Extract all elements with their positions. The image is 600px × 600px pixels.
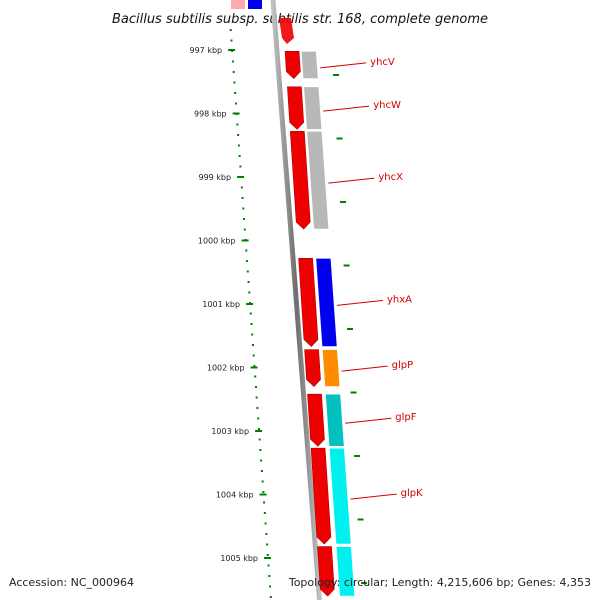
gene-block-partial <box>335 546 356 597</box>
strand-arrow-partial <box>317 546 335 597</box>
gene-block-yhxA <box>315 257 338 347</box>
gene-label-yhcV: yhcV <box>370 57 395 68</box>
map-title: Bacillus subtilis subsp. subtilis str. 1… <box>112 12 488 27</box>
gene-label-yhcX: yhcX <box>378 172 403 183</box>
gene-leader-yhcX <box>328 177 375 184</box>
kbp-tick-label: 1000 kbp <box>198 237 236 246</box>
gene-leader-glpF <box>345 417 392 424</box>
kbp-tick-label: 1001 kbp <box>202 300 240 309</box>
gene-block-glpF <box>325 393 345 447</box>
kbp-tick-label: 998 kbp <box>194 110 227 119</box>
partial-gene-top-left <box>231 0 245 9</box>
gene-block-yhcX <box>306 130 330 230</box>
strand-arrow-yhcX <box>289 130 311 230</box>
kbp-tick-label: 1005 kbp <box>220 554 258 563</box>
gene-labels: yhcV yhcW yhcX yhxA glpP glpF glpK <box>320 57 423 500</box>
gene-label-glpF: glpF <box>395 412 416 423</box>
strand-arrow-yhcW <box>287 86 305 130</box>
tick-dot-track <box>229 29 272 598</box>
gene-leader-yhxA <box>336 299 384 306</box>
gene-block-yhcW <box>303 86 323 130</box>
gene-block-glpP <box>321 349 341 387</box>
strand-arrow-partial <box>279 18 294 44</box>
gene-leader-glpP <box>341 365 388 372</box>
topology-text: Topology: circular; Length: 4,215,606 bp… <box>288 576 591 589</box>
kbp-tick-label: 1002 kbp <box>207 364 245 373</box>
gene-label-glpK: glpK <box>401 488 423 499</box>
genome-backbone <box>270 0 322 600</box>
kbp-tick-label: 1003 kbp <box>211 427 249 436</box>
gene-leader-yhcV <box>320 62 367 69</box>
strand-arrow-yhxA <box>298 257 319 347</box>
gene-label-glpP: glpP <box>392 360 414 371</box>
gene-label-yhxA: yhxA <box>387 294 412 305</box>
gene-leader-glpK <box>350 493 397 500</box>
gene-block-glpK <box>328 447 352 545</box>
strand-arrow-glpP <box>304 349 321 387</box>
gene-leader-yhcW <box>323 105 370 112</box>
gene-track <box>231 0 356 597</box>
kbp-scale: 997 kbp 998 kbp 999 kbp 1000 kbp 1001 kbp 100… <box>190 46 368 584</box>
gene-label-yhcW: yhcW <box>373 100 401 111</box>
kbp-tick-label: 999 kbp <box>198 173 231 182</box>
kbp-tick-label: 1004 kbp <box>216 491 254 500</box>
gene-block-yhcV <box>300 50 319 79</box>
kbp-tick-label: 997 kbp <box>190 46 223 55</box>
partial-gene-top-right <box>248 0 262 9</box>
strand-arrow-glpK <box>310 447 332 545</box>
accession-text: Accession: NC_000964 <box>9 576 134 589</box>
backbone-line <box>270 0 322 600</box>
strand-arrow-glpF <box>307 393 325 447</box>
strand-arrow-yhcV <box>284 50 301 79</box>
